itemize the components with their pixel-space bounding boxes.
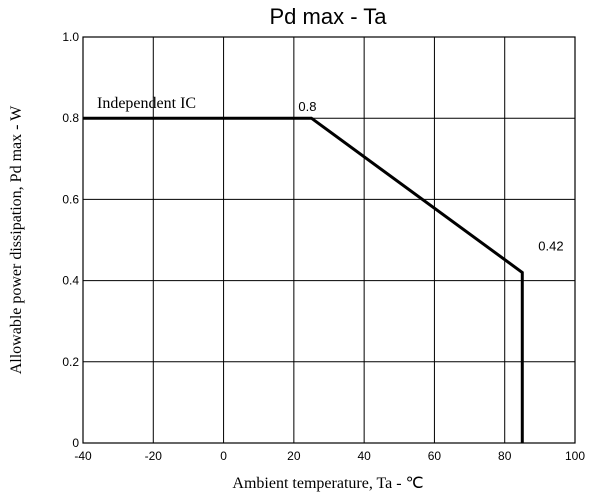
series-label: Independent IC xyxy=(97,95,196,112)
plot-frame xyxy=(82,36,576,444)
y-tick-label: 0.8 xyxy=(62,111,79,125)
x-tick-label: 40 xyxy=(357,449,371,463)
data-label: 0.8 xyxy=(298,99,316,114)
x-tick-label: 20 xyxy=(287,449,301,463)
y-tick-label: 1.0 xyxy=(62,30,79,44)
y-tick-label: 0 xyxy=(72,436,79,450)
x-tick-label: 80 xyxy=(498,449,512,463)
series-group: Independent IC xyxy=(83,95,524,443)
x-tick-label: 0 xyxy=(220,449,227,463)
y-tick-label: 0.4 xyxy=(62,274,79,288)
x-tick-label: -40 xyxy=(74,449,92,463)
data-label: 0.42 xyxy=(538,238,563,253)
grid-lines xyxy=(83,37,575,443)
y-axis-ticks: 0 0.2 0.4 0.6 0.8 1.0 xyxy=(62,30,79,450)
y-axis-label: Allowable power dissipation, Pd max - W xyxy=(8,105,25,374)
y-tick-label: 0.6 xyxy=(62,192,79,206)
y-tick-label: 0.2 xyxy=(62,355,79,369)
x-tick-label: 60 xyxy=(428,449,442,463)
x-axis-label: Ambient temperature, Ta - ℃ xyxy=(232,475,423,492)
annotations: 0.8 0.42 xyxy=(298,99,563,253)
x-tick-label: 100 xyxy=(565,449,585,463)
x-tick-label: -20 xyxy=(145,449,163,463)
chart-title: Pd max - Ta xyxy=(270,4,388,29)
x-axis-ticks: -40 -20 0 20 40 60 80 100 xyxy=(74,449,585,463)
series-line xyxy=(83,116,524,443)
